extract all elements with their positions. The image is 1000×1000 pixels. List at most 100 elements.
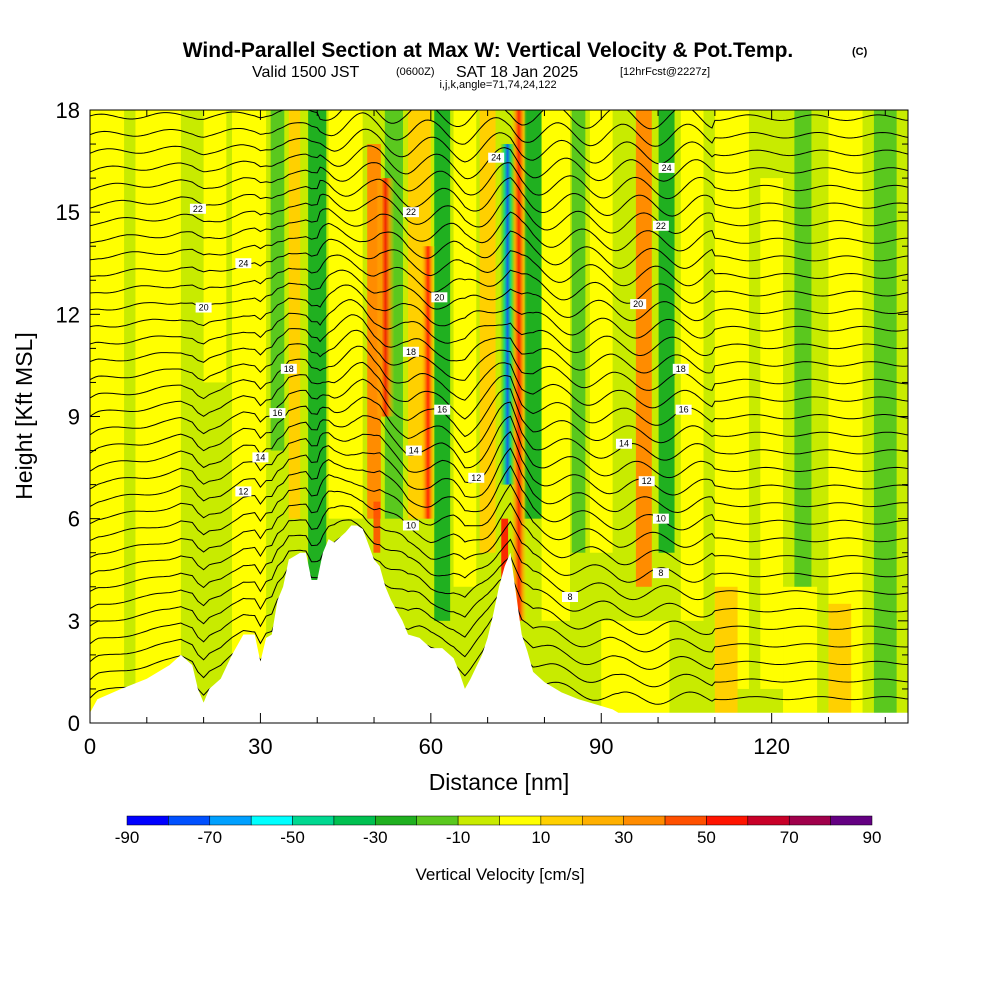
colorbar-tick-label: 30 [614,828,633,847]
contour-label-text: 20 [434,292,444,302]
contour-label: 24 [658,162,675,173]
theta-contour [90,112,908,147]
theta-contour [90,329,908,391]
velocity-band [308,110,327,587]
x-tick-label: 120 [753,734,790,759]
contour-label-text: 18 [284,364,294,374]
contour-label-text: 24 [662,163,672,173]
colorbar-swatch [664,815,707,826]
theta-contour [90,519,908,601]
colorbar-tick-label: -50 [280,828,305,847]
velocity-band [541,110,571,621]
colorbar-swatch [292,815,335,826]
colorbar-swatch [209,815,252,826]
x-tick-label: 0 [84,734,96,759]
colorbar-tick-label: 10 [531,828,550,847]
theta-contour [90,177,908,217]
velocity-band [828,603,852,713]
contour-labels: 24 22 20 18 16 14 12 22 20 18 16 14 12 10 24 24 22 20 18 16… [189,152,692,602]
contour-label-text: 12 [471,473,481,483]
velocity-band [232,110,267,723]
theta-contour [90,415,908,479]
velocity-core [501,518,509,587]
colorbar-swatch [540,815,583,826]
velocity-band [479,110,496,553]
colorbar-swatch [416,815,459,826]
theta-contour [90,254,908,304]
contour-label-text: 10 [406,520,416,530]
theta-contour [90,208,908,252]
contour-label: 20 [630,299,647,310]
colorbar-swatch [126,815,169,826]
velocity-core [500,144,515,485]
velocity-band [524,110,542,519]
contour-label: 22 [402,207,419,218]
velocity-band [635,110,652,587]
theta-contour [90,396,908,461]
colorbar-swatch [457,815,500,826]
contour-label: 18 [672,363,689,374]
colorbar-tick-label: -90 [115,828,140,847]
contour-label: 14 [252,452,269,463]
y-tick-label: 9 [68,405,80,430]
contour-label-text: 22 [656,221,666,231]
contour-label-text: 8 [658,568,663,578]
chart-title-mark: (C) [852,46,868,58]
velocity-band [680,110,704,621]
contour-label-text: 18 [406,347,416,357]
velocity-band [658,110,675,553]
velocity-band [873,110,897,723]
subtitle-valid: Valid 1500 JST [252,64,360,81]
contour-label-text: 16 [679,405,689,415]
theta-contour [90,345,908,409]
velocity-band [714,586,738,713]
contour-label-text: 18 [676,364,686,374]
velocity-band [288,110,301,519]
theta-contour [90,490,908,566]
y-tick-label: 0 [68,711,80,736]
theta-contour [90,459,908,531]
indices-line: i,j,k,angle=71,74,24,122 [439,79,556,91]
colorbar-label: Vertical Velocity [cm/s] [415,865,584,884]
theta-contour [90,238,908,287]
terrain [90,525,908,723]
colorbar-swatch [333,815,376,826]
contour-label-text: 22 [406,207,416,217]
colorbar-swatch [250,815,293,826]
contour-label: 10 [652,513,669,524]
colorbar-swatch [747,815,790,826]
contour-label: 8 [652,568,669,579]
contour-label-text: 14 [255,452,265,462]
x-axis-label: Distance [nm] [429,769,570,795]
velocity-band [135,110,181,723]
x-axis: 0 30 60 90 120 [84,110,886,759]
theta-contour [90,162,908,200]
contour-label: 12 [468,472,485,483]
theta-contour [90,193,908,235]
colorbar-tick-label: -10 [446,828,471,847]
theta-contour [90,505,908,583]
velocity-band [783,586,818,713]
x-tick-label: 30 [248,734,272,759]
contour-label: 16 [434,404,451,415]
theta-contour [90,547,908,636]
theta-contour [90,222,908,269]
y-tick-label: 3 [68,609,80,634]
contour-label-text: 20 [633,299,643,309]
colorbar-swatch [788,815,831,826]
contour-label-text: 8 [567,592,572,602]
subtitle-fcst: [12hrFcst@2227z] [620,66,710,78]
contour-label: 20 [195,302,212,313]
contour-label-text: 14 [619,439,629,449]
colorbar: -90 -70 -50 -30 -10 10 30 50 70 90 [115,815,881,847]
theta-contour [90,269,908,322]
velocity-band [589,110,613,553]
contour-label-text: 12 [642,476,652,486]
y-tick-label: 12 [56,302,80,327]
contour-label: 24 [235,258,252,269]
contour-label-text: 10 [656,514,666,524]
theta-contour [90,145,908,182]
colorbar-swatch [168,815,211,826]
contour-label: 16 [675,404,692,415]
